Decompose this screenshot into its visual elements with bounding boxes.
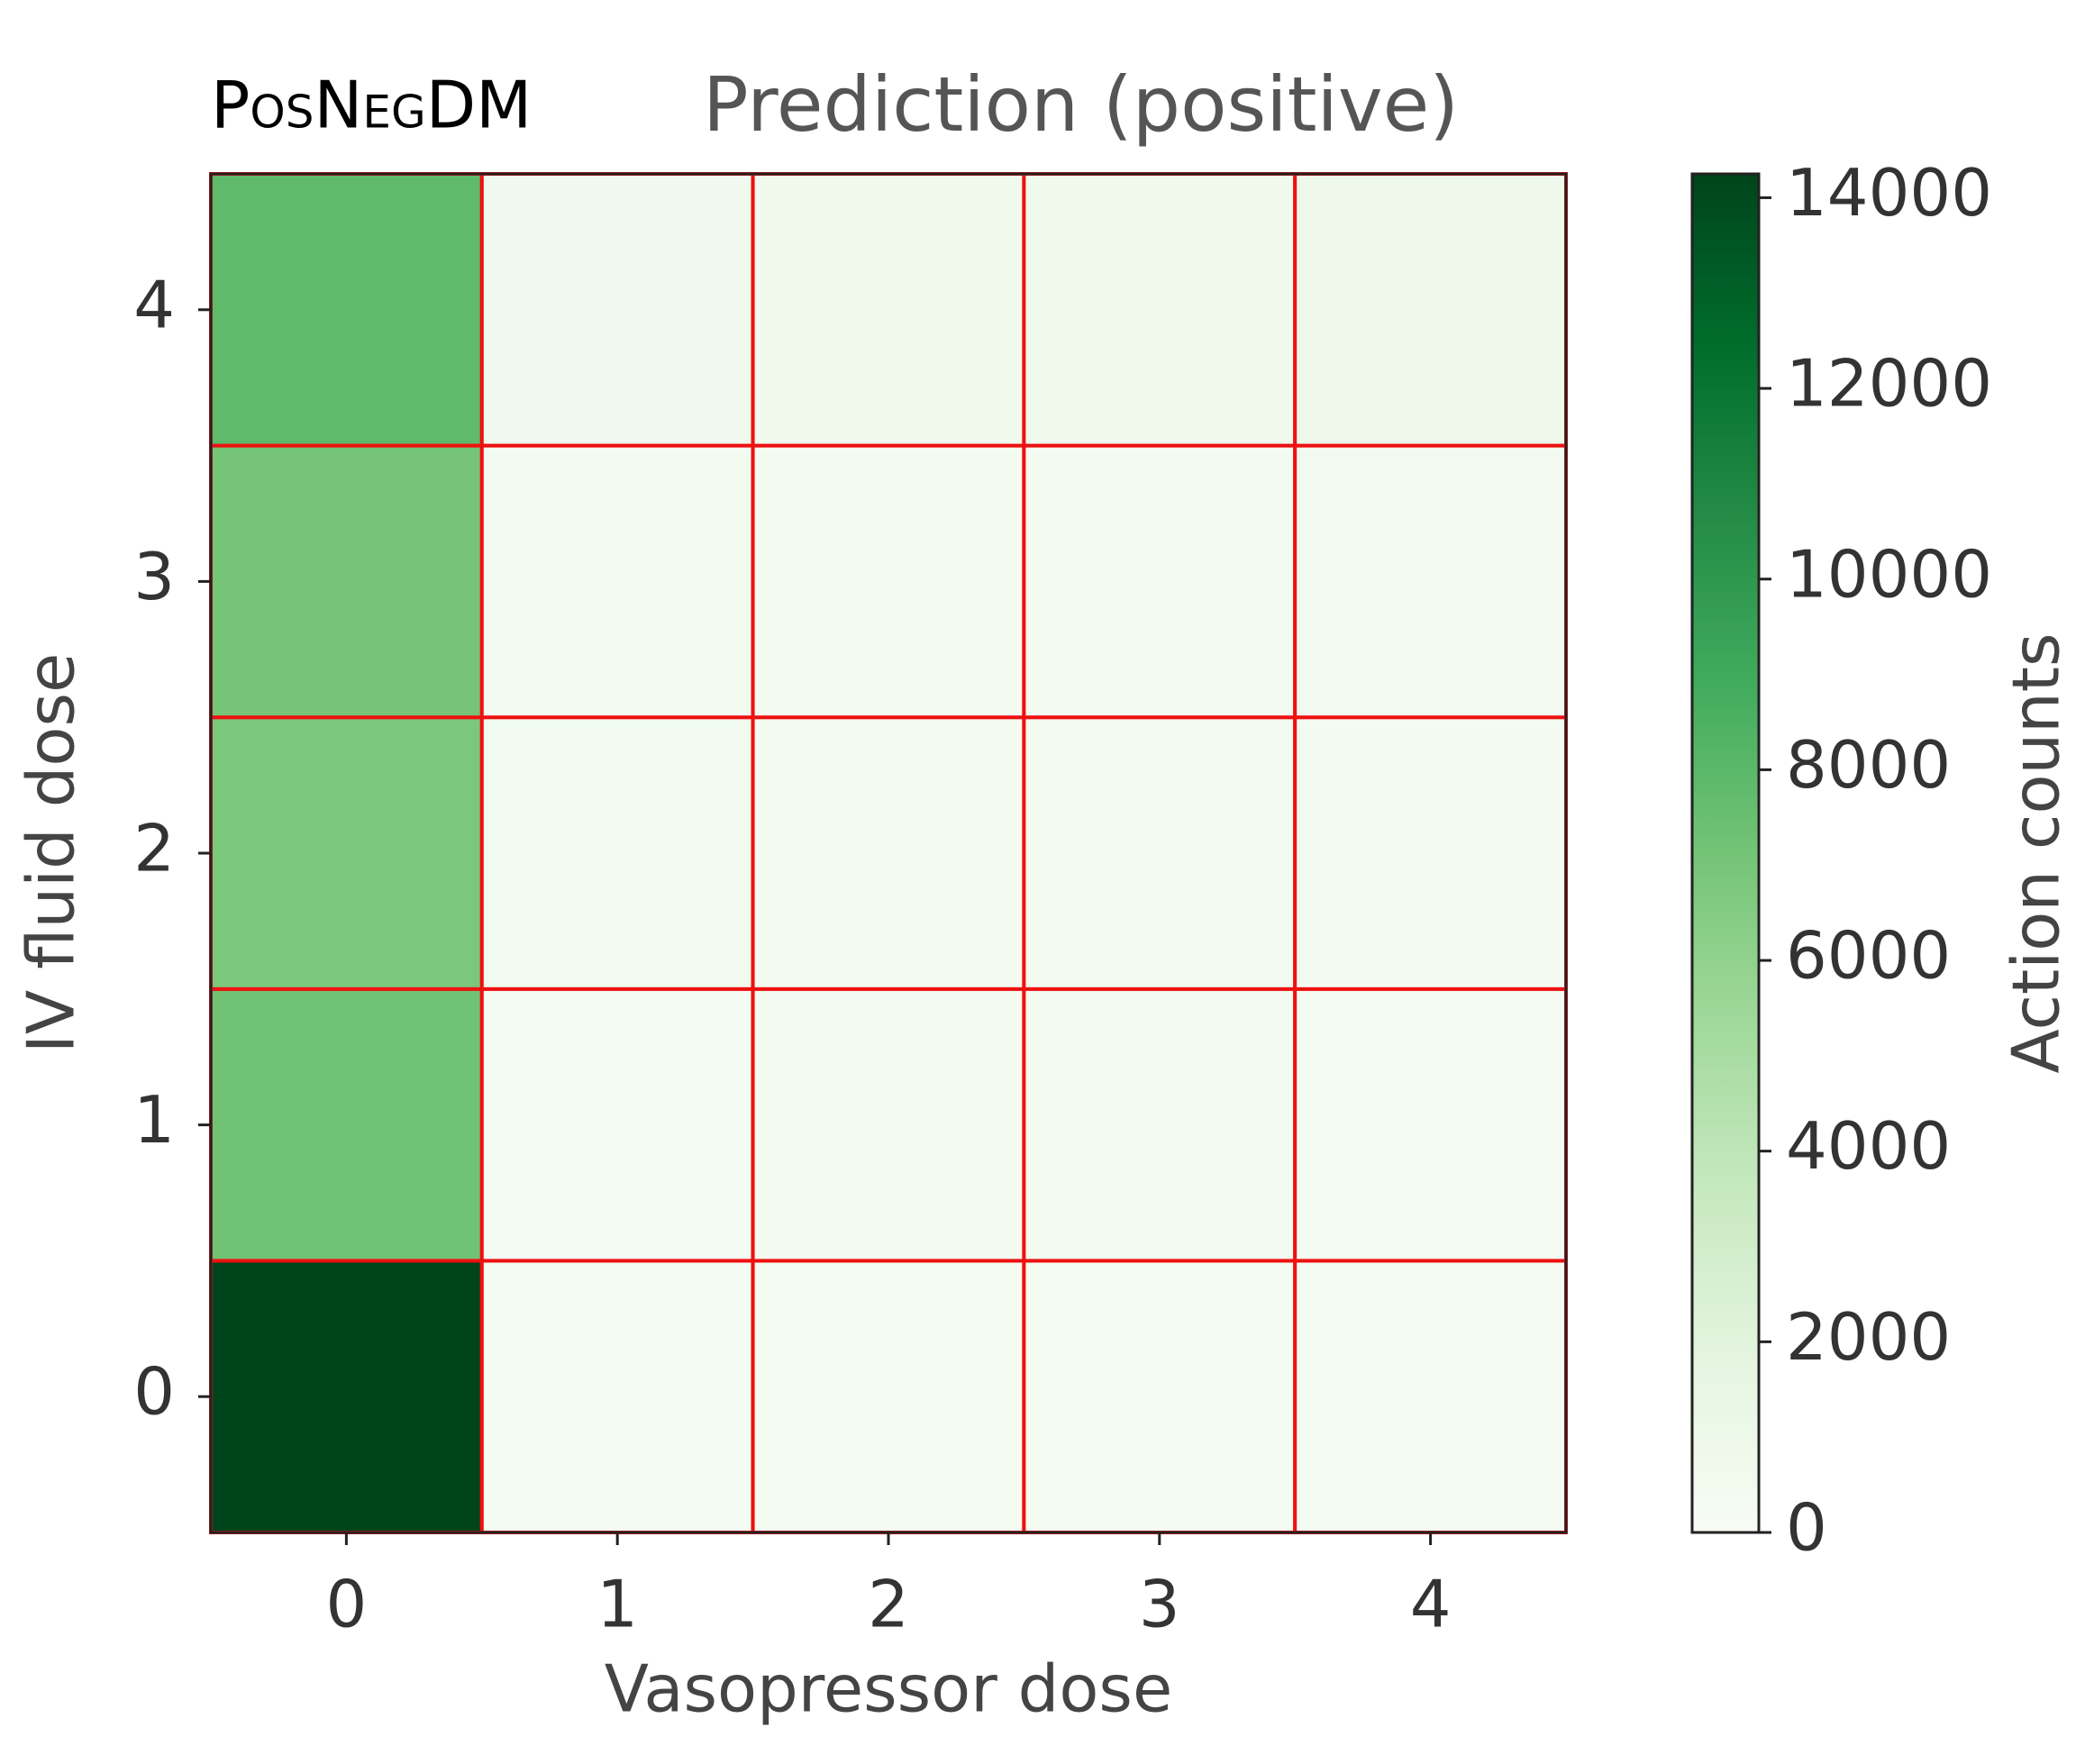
heatmap-cell [1022,1259,1297,1535]
heatmap-cell [1022,987,1297,1263]
heatmap-cell [1293,172,1568,448]
y-axis-label: IV fluid dose [14,653,89,1054]
heatmap-cell [751,1259,1026,1535]
colorbar-tick-label: 6000 [1786,918,1951,994]
y-tick-label: 1 [133,1082,175,1158]
heatmap-cell [479,443,755,720]
heatmap-cell [1293,715,1568,991]
method-name: PosNegDM [211,68,532,143]
heatmap-cell [209,715,484,991]
y-tick-label: 2 [133,811,175,887]
heatmap-cell [209,1259,484,1535]
heatmap-cell [209,172,484,448]
heatmap-cell [751,987,1026,1263]
heatmap-cell [751,715,1026,991]
colorbar-tick-label: 8000 [1786,727,1951,803]
x-tick-label: 0 [325,1567,367,1642]
x-tick-label: 2 [868,1567,909,1642]
chart-title: Prediction (positive) [703,60,1459,149]
colorbar-label: Action counts [1999,632,2074,1073]
colorbar [1690,172,1761,1534]
heatmap-cell [1293,443,1568,720]
heatmap-cell [479,987,755,1263]
heatmap-cell [479,1259,755,1535]
heatmap-cell [751,172,1026,448]
x-tick-label: 3 [1139,1567,1180,1642]
colorbar-tick-label: 4000 [1786,1108,1951,1184]
x-axis-label: Vasopressor dose [605,1651,1173,1727]
y-tick-label: 3 [133,539,175,614]
heatmap-cell [1293,1259,1568,1535]
heatmap-cell [1022,172,1297,448]
heatmap-cell [1293,987,1568,1263]
heatmap-cell [209,987,484,1263]
heatmap-cell [1022,443,1297,720]
colorbar-tick-label: 14000 [1786,155,1992,231]
heatmap-cell [479,715,755,991]
heatmap-cell [209,443,484,720]
heatmap-cell [1022,715,1297,991]
colorbar-tick-label: 12000 [1786,346,1992,422]
heatmap-cell [751,443,1026,720]
x-tick-label: 4 [1410,1567,1452,1642]
x-tick-label: 1 [596,1567,638,1642]
y-tick-label: 0 [133,1354,175,1430]
y-tick-label: 4 [133,267,175,342]
heatmap-cell [479,172,755,448]
colorbar-tick-label: 0 [1786,1490,1827,1566]
colorbar-tick-label: 2000 [1786,1299,1951,1375]
colorbar-tick-label: 10000 [1786,536,1992,612]
